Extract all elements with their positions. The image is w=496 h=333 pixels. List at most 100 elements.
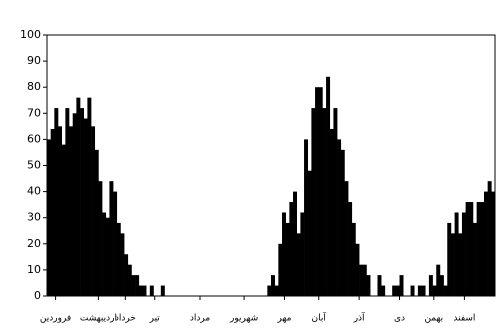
x-tick-label: شهریور	[229, 314, 258, 324]
y-tick-label: 10	[27, 263, 41, 276]
bar	[421, 285, 426, 296]
bar	[355, 243, 360, 296]
bar	[131, 275, 136, 296]
bar	[282, 212, 286, 296]
bar	[61, 144, 66, 296]
y-tick-label: 60	[27, 132, 41, 145]
bar	[432, 285, 437, 296]
bar	[304, 139, 309, 296]
x-tick-label: مرداد	[190, 314, 210, 324]
bar	[454, 212, 459, 296]
bar	[105, 217, 110, 296]
bar	[344, 181, 349, 296]
bar	[410, 285, 415, 296]
bar	[267, 285, 272, 296]
bar	[80, 108, 85, 296]
bar	[135, 275, 140, 296]
bar	[94, 149, 99, 296]
bar	[274, 285, 279, 296]
x-tick-label: اردیبهشت	[80, 314, 117, 324]
bar	[469, 202, 474, 296]
bar	[326, 76, 331, 296]
x-tick-label: اسفند	[453, 314, 475, 324]
y-tick-label: 20	[27, 237, 41, 250]
bar	[392, 285, 397, 296]
bar	[289, 202, 294, 296]
y-tick-label: 100	[20, 28, 41, 41]
bar	[271, 275, 275, 296]
y-tick-label: 90	[27, 54, 41, 67]
bar	[293, 191, 298, 296]
bar	[83, 118, 88, 297]
bar	[351, 222, 356, 296]
bar	[76, 97, 81, 296]
bar	[443, 285, 448, 296]
x-tick-label: آذر	[353, 312, 365, 324]
bar	[138, 285, 143, 296]
bar	[439, 275, 444, 296]
bar	[333, 108, 338, 296]
bar	[120, 233, 125, 296]
bar	[300, 212, 305, 296]
bar	[337, 139, 342, 296]
bar	[50, 128, 55, 296]
bar	[450, 233, 455, 296]
x-tick-label: دی	[394, 314, 405, 324]
bar	[124, 254, 129, 296]
bar	[69, 126, 74, 296]
bar	[315, 87, 320, 296]
bar	[483, 191, 488, 296]
bar	[476, 202, 481, 296]
bar	[47, 139, 51, 296]
y-tick-label: 80	[27, 80, 41, 93]
y-tick-label: 50	[27, 159, 41, 172]
bar	[487, 181, 492, 296]
y-tick-label: 40	[27, 185, 41, 198]
y-tick-label: 70	[27, 106, 41, 119]
bar	[72, 113, 77, 296]
bar	[142, 285, 147, 296]
bar	[359, 264, 364, 296]
bar	[278, 243, 283, 296]
bar	[399, 275, 404, 296]
bar	[447, 222, 452, 296]
bar	[54, 108, 59, 296]
bar	[87, 97, 92, 296]
bar	[322, 108, 327, 296]
x-tick-label: تیر	[149, 314, 161, 324]
x-tick-label: خرداد	[115, 314, 136, 324]
bar	[381, 285, 386, 296]
bar	[160, 285, 165, 296]
bar	[318, 87, 323, 296]
bar	[480, 202, 485, 296]
bar	[102, 212, 107, 296]
bar	[91, 126, 96, 296]
bar	[377, 275, 382, 296]
bar	[458, 233, 463, 296]
bar	[113, 191, 118, 296]
bar	[65, 108, 70, 296]
y-tick-label: 30	[27, 211, 41, 224]
bar	[149, 285, 154, 296]
bar	[296, 233, 301, 296]
bar	[329, 128, 334, 296]
bar	[362, 264, 367, 296]
x-tick-label: مهر	[276, 314, 291, 324]
bar	[307, 170, 312, 296]
bar	[436, 264, 441, 296]
bar	[98, 181, 103, 296]
bar	[340, 149, 345, 296]
bar	[461, 212, 466, 296]
bar	[58, 126, 62, 296]
x-tick-label: آبان	[312, 312, 327, 324]
bar	[116, 222, 121, 296]
x-tick-label: فروردین	[40, 314, 71, 324]
y-tick-label: 0	[34, 289, 41, 302]
bar	[491, 191, 496, 296]
bar	[285, 222, 290, 296]
bar	[417, 285, 422, 296]
x-tick-label: بهمن	[424, 314, 443, 324]
bar	[109, 181, 114, 296]
bar	[465, 202, 470, 296]
